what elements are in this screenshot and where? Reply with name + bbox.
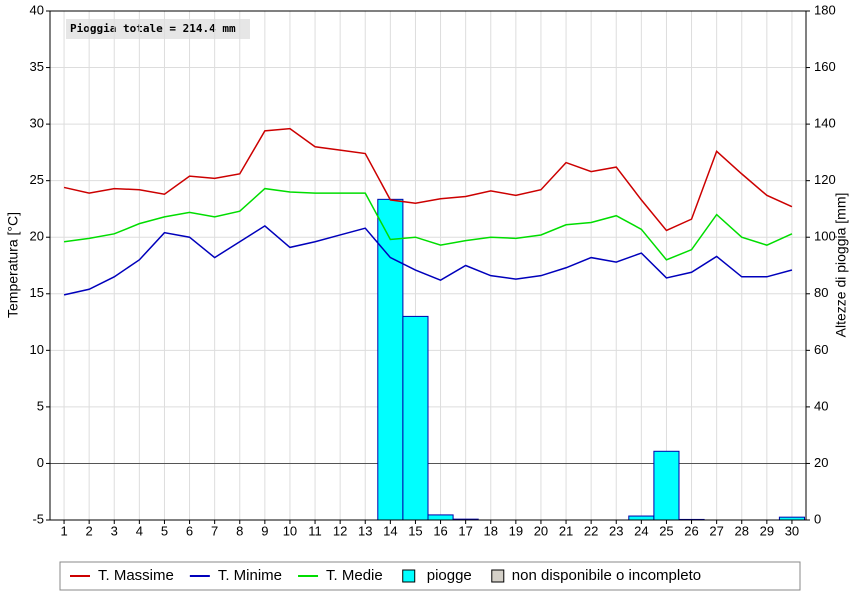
line bbox=[63, 224, 793, 296]
x-tick-label: 10 bbox=[283, 523, 297, 538]
x-tick-label: 19 bbox=[509, 523, 523, 538]
bar bbox=[402, 315, 429, 521]
y-tick-label: 15 bbox=[30, 285, 44, 300]
line bbox=[63, 127, 793, 232]
x-tick-label: 4 bbox=[136, 523, 143, 538]
y-axis-label: Temperatura [°C] bbox=[5, 212, 21, 318]
x-tick-label: 21 bbox=[559, 523, 573, 538]
y2-tick-label: 100 bbox=[814, 229, 836, 244]
annotation: Pioggia totale = 214.4 mm bbox=[70, 22, 236, 35]
y-tick-label: 40 bbox=[30, 2, 44, 17]
x-tick-label: 15 bbox=[408, 523, 422, 538]
x-tick-label: 12 bbox=[333, 523, 347, 538]
x-tick-label: 16 bbox=[433, 523, 447, 538]
y-tick-label: 35 bbox=[30, 59, 44, 74]
y-tick-label: 10 bbox=[30, 342, 44, 357]
legend-label: non disponibile o incompleto bbox=[512, 567, 701, 584]
x-tick-label: 29 bbox=[760, 523, 774, 538]
x-tick-label: 7 bbox=[211, 523, 218, 538]
x-tick-label: 14 bbox=[383, 523, 397, 538]
x-tick-label: 20 bbox=[534, 523, 548, 538]
x-tick-label: 1 bbox=[60, 523, 67, 538]
y2-tick-label: 20 bbox=[814, 455, 828, 470]
x-tick-label: 22 bbox=[584, 523, 598, 538]
x-tick-label: 17 bbox=[458, 523, 472, 538]
legend-label: T. Minime bbox=[218, 567, 282, 584]
x-tick-label: 25 bbox=[659, 523, 673, 538]
y2-tick-label: 80 bbox=[814, 285, 828, 300]
bar bbox=[427, 514, 454, 521]
x-tick-label: 30 bbox=[785, 523, 799, 538]
y-tick-label: 0 bbox=[37, 455, 44, 470]
x-tick-label: 8 bbox=[236, 523, 243, 538]
x-tick-label: 11 bbox=[308, 523, 322, 538]
x-tick-label: 26 bbox=[684, 523, 698, 538]
y2-tick-label: 40 bbox=[814, 398, 828, 413]
legend-label: piogge bbox=[427, 567, 472, 584]
line bbox=[63, 187, 793, 261]
y2-tick-label: 60 bbox=[814, 342, 828, 357]
legend-box bbox=[59, 561, 801, 591]
y2-tick-label: 180 bbox=[814, 2, 836, 17]
x-tick-label: 6 bbox=[186, 523, 193, 538]
x-tick-label: 3 bbox=[111, 523, 118, 538]
legend-swatch bbox=[491, 569, 505, 583]
plot-frame bbox=[49, 10, 807, 521]
y-tick-label: -5 bbox=[32, 511, 44, 526]
legend-label: T. Medie bbox=[326, 567, 383, 584]
y-tick-label: 30 bbox=[30, 116, 44, 131]
x-tick-label: 18 bbox=[484, 523, 498, 538]
y2-tick-label: 0 bbox=[814, 511, 821, 526]
annotation-box bbox=[66, 19, 250, 39]
x-tick-label: 2 bbox=[86, 523, 93, 538]
y-tick-label: 20 bbox=[30, 229, 44, 244]
y2-tick-label: 120 bbox=[814, 172, 836, 187]
y2-tick-label: 160 bbox=[814, 59, 836, 74]
y-tick-label: 5 bbox=[37, 398, 44, 413]
y2-tick-label: 140 bbox=[814, 116, 836, 131]
x-tick-label: 23 bbox=[609, 523, 623, 538]
bar bbox=[628, 515, 655, 521]
x-tick-label: 5 bbox=[161, 523, 168, 538]
x-tick-label: 24 bbox=[634, 523, 648, 538]
x-tick-label: 27 bbox=[709, 523, 723, 538]
y2-axis-label: Altezze di pioggia [mm] bbox=[833, 193, 849, 338]
x-tick-label: 9 bbox=[261, 523, 268, 538]
x-tick-label: 13 bbox=[358, 523, 372, 538]
y-tick-label: 25 bbox=[30, 172, 44, 187]
x-tick-label: 28 bbox=[735, 523, 749, 538]
legend-swatch bbox=[402, 569, 416, 583]
legend-label: T. Massime bbox=[98, 567, 174, 584]
bar bbox=[653, 450, 680, 521]
